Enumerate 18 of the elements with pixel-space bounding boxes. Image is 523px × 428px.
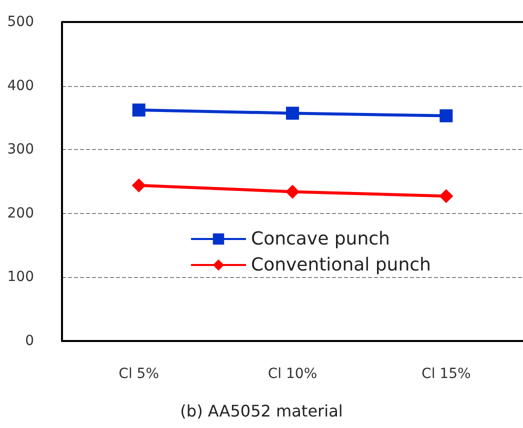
point	[286, 106, 299, 120]
point	[286, 184, 300, 199]
y-tick-label: 500	[7, 14, 34, 30]
y-tick-label: 100	[7, 269, 34, 286]
y-tick-label: 0	[25, 333, 34, 349]
point	[439, 189, 454, 204]
point	[440, 109, 453, 122]
x-tick-label: Cl 10%	[268, 366, 318, 382]
point	[132, 178, 146, 192]
y-tick-label: 200	[7, 205, 34, 222]
y-tick-label: 300	[7, 142, 34, 158]
x-tick-label: Cl 5%	[118, 366, 159, 382]
legend-label: Conventional punch	[251, 254, 431, 276]
text: (b) AA5052 material	[180, 402, 343, 420]
point	[132, 104, 146, 117]
y-tick-label: 400	[7, 78, 34, 94]
legend-label: Concave punch	[251, 228, 390, 250]
x-tick-label: Cl 15%	[422, 366, 471, 382]
